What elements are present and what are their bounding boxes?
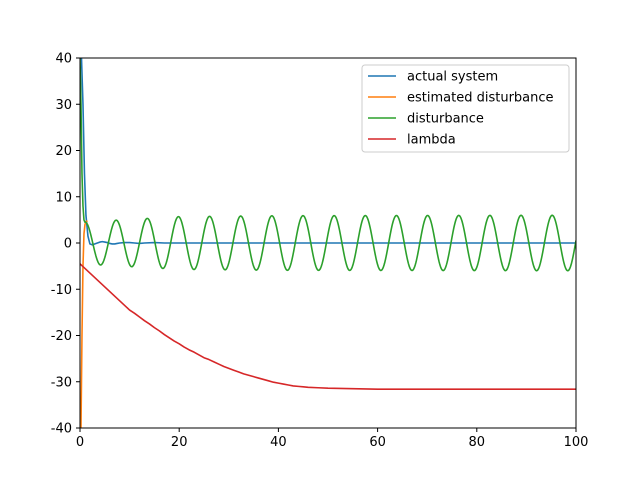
legend-label: actual system [407,70,498,85]
x-tick-label: 20 [171,435,188,450]
series-line-disturbance [80,58,576,272]
x-tick-label: 40 [270,435,287,450]
series-line-actual-system [80,58,576,246]
series-layer [80,58,576,428]
legend-label: disturbance [407,112,484,127]
legend: actual system estimated disturbance distur… [361,64,570,153]
y-axis: -40 -30 -20 -10 0 10 20 30 40 [51,52,80,437]
series-line-lambda [80,263,576,390]
y-tick-label: 20 [55,144,72,159]
x-tick-label: 60 [369,435,386,450]
y-tick-label: 10 [55,190,72,205]
x-tick-label: 0 [76,435,84,450]
x-tick-label: 100 [564,435,589,450]
x-tick-label: 80 [469,435,486,450]
legend-box [361,64,570,153]
y-tick-label: -40 [51,422,72,437]
y-tick-label: 0 [64,237,72,252]
y-tick-label: -30 [51,375,72,390]
y-tick-label: 40 [55,52,72,67]
plot-area [79,57,577,429]
legend-label: estimated disturbance [407,91,554,106]
legend-label: lambda [407,133,456,148]
x-axis: 0 20 40 60 80 100 [76,428,589,450]
y-tick-label: -10 [51,283,72,298]
y-tick-label: 30 [55,98,72,113]
y-tick-label: -20 [51,329,72,344]
